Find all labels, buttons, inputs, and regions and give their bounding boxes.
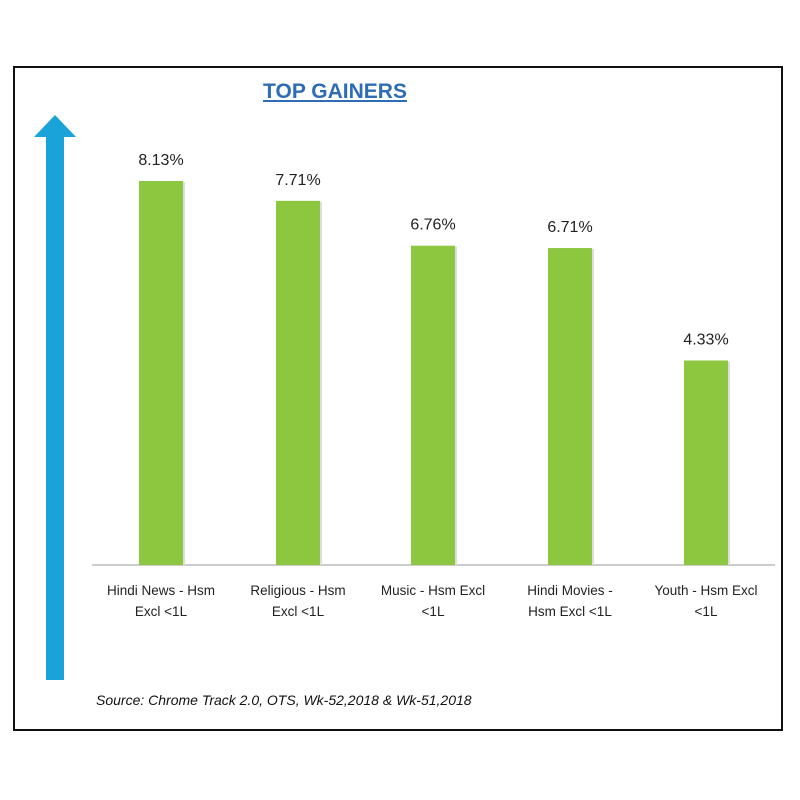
up-arrow-icon bbox=[34, 115, 76, 680]
category-label: <1L bbox=[422, 604, 445, 619]
data-label: 6.71% bbox=[547, 219, 592, 236]
bar bbox=[684, 360, 728, 565]
category-label: Religious - Hsm bbox=[250, 583, 345, 598]
bar bbox=[139, 181, 183, 565]
category-label: Hsm Excl <1L bbox=[528, 604, 612, 619]
category-label: Hindi Movies - bbox=[527, 583, 613, 598]
category-label: Music - Hsm Excl bbox=[381, 583, 485, 598]
bar bbox=[548, 248, 592, 565]
bar bbox=[411, 245, 455, 565]
category-label: <1L bbox=[695, 604, 718, 619]
bar bbox=[276, 200, 320, 565]
data-label: 7.71% bbox=[275, 172, 320, 189]
data-label: 8.13% bbox=[138, 152, 183, 169]
category-label: Excl <1L bbox=[272, 604, 325, 619]
chart-frame bbox=[13, 66, 783, 731]
data-label: 4.33% bbox=[683, 331, 728, 348]
chart-title: TOP GAINERS bbox=[263, 80, 407, 103]
category-label: Hindi News - Hsm bbox=[107, 583, 215, 598]
source-note: Source: Chrome Track 2.0, OTS, Wk-52,201… bbox=[96, 692, 472, 708]
data-label: 6.76% bbox=[410, 217, 455, 234]
category-label: Youth - Hsm Excl bbox=[654, 583, 757, 598]
category-label: Excl <1L bbox=[135, 604, 188, 619]
